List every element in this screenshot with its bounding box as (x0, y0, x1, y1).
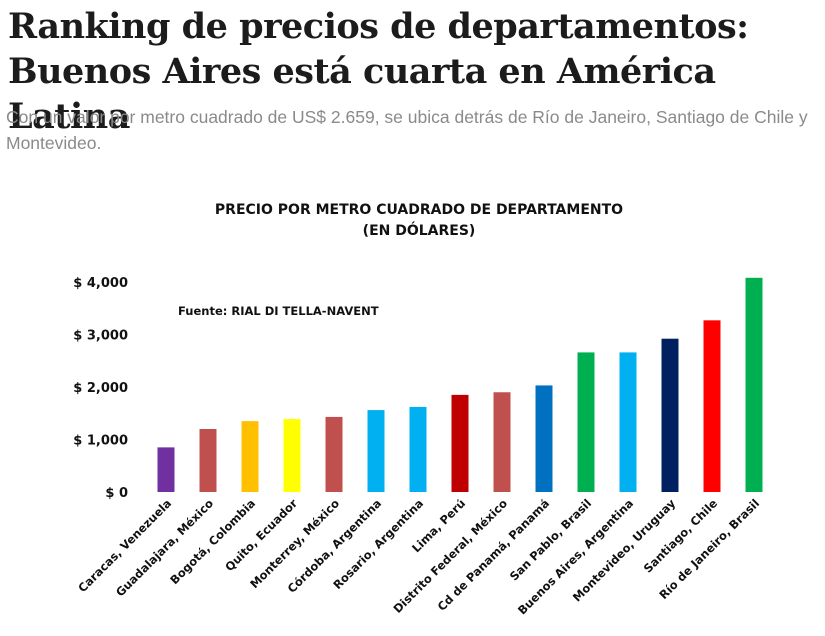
bar (283, 419, 301, 492)
x-category-label: Santiago, Chile (641, 496, 721, 576)
y-tick-label: $ 3,000 (73, 329, 128, 344)
headline-line-1: Ranking de precios de departamentos: (8, 6, 749, 47)
bar (493, 392, 511, 492)
bar (367, 410, 385, 492)
y-tick-label: $ 1,000 (73, 434, 128, 449)
bar (535, 385, 553, 492)
headline-line-2: Buenos Aires está cuarta en América Lati… (8, 51, 716, 137)
subheadline: Con un valor por metro cuadrado de US$ 2… (6, 107, 808, 153)
bar (241, 421, 259, 492)
chart-subtitle: (EN DÓLARES) (363, 221, 476, 239)
y-tick-label: $ 0 (105, 486, 128, 501)
bars (157, 277, 763, 492)
y-tick-label: $ 2,000 (73, 381, 128, 396)
bar (409, 406, 427, 492)
bar (577, 352, 595, 492)
bar (661, 338, 679, 492)
y-axis: $ 0 $ 1,000 $ 2,000 $ 3,000 $ 4,000 (73, 276, 128, 501)
bar (745, 277, 763, 492)
bar (325, 416, 343, 492)
bar (451, 394, 469, 492)
bar (199, 429, 217, 492)
chart-source-note: Fuente: RIAL DI TELLA-NAVENT (178, 304, 379, 318)
bar (619, 352, 637, 492)
x-category-label: Quito, Ecuador (222, 496, 300, 574)
bar (157, 447, 175, 492)
chart-title: PRECIO POR METRO CUADRADO DE DEPARTAMENT… (215, 202, 623, 218)
bar (703, 320, 721, 492)
bar-chart: PRECIO POR METRO CUADRADO DE DEPARTAMENT… (73, 202, 763, 618)
y-tick-label: $ 4,000 (73, 276, 128, 291)
x-category-label: San Pablo, Brasil (507, 496, 594, 583)
headline: Ranking de precios de departamentos: Bue… (8, 4, 820, 139)
